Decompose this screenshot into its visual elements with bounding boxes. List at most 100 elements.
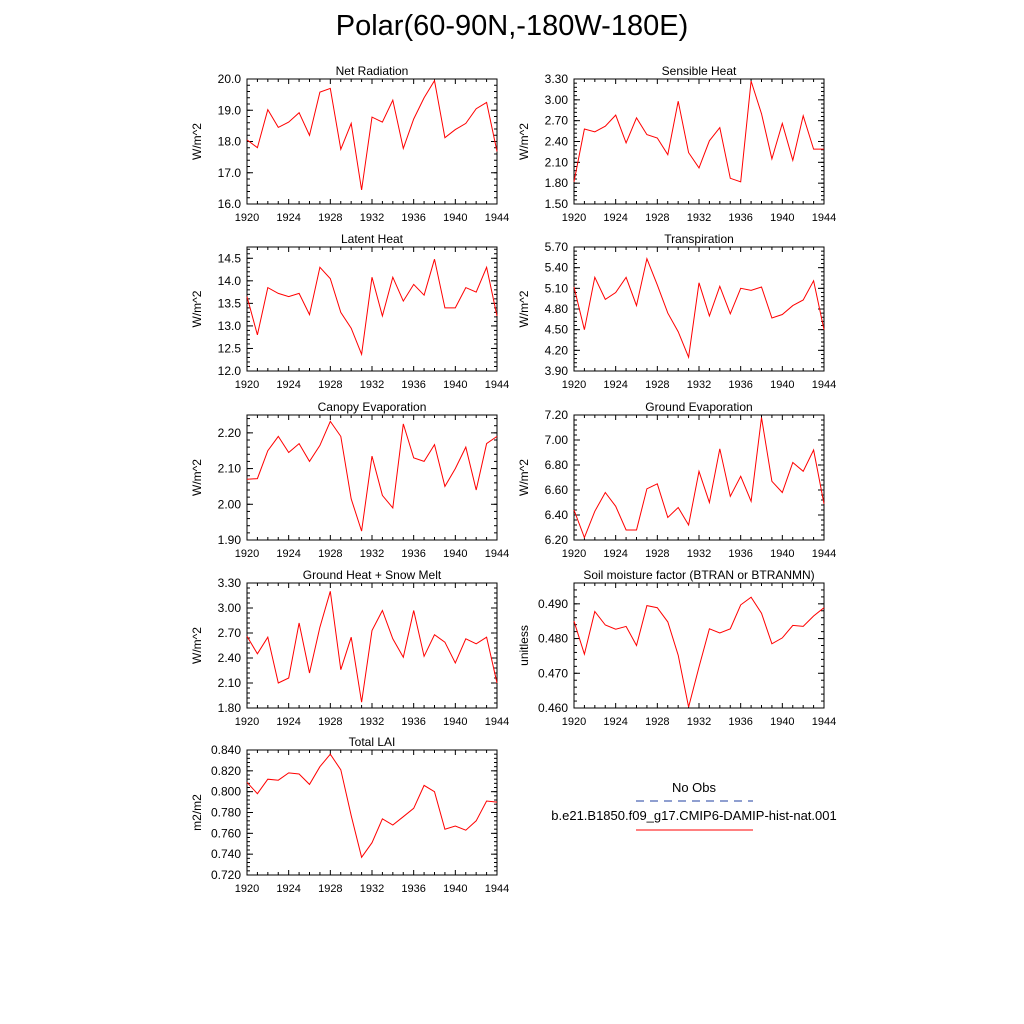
x-tick-label: 1924 xyxy=(276,548,300,560)
y-tick-label: 3.90 xyxy=(545,364,569,378)
legend: No Obs b.e21.B1850.f09_g17.CMIP6-DAMIP-h… xyxy=(551,780,837,831)
series-line xyxy=(573,257,825,360)
plot-frame xyxy=(573,78,825,205)
panel-title: Total LAI xyxy=(349,735,396,749)
plot-frame xyxy=(246,246,498,372)
y-tick-label: 4.50 xyxy=(545,323,569,337)
y-tick-label: 13.5 xyxy=(218,296,242,310)
x-tick-label: 1940 xyxy=(443,716,467,728)
chart-panel: Soil moisture factor (BTRAN or BTRANMN) u… xyxy=(517,568,836,728)
x-tick-label: 1940 xyxy=(443,883,467,895)
panel-title: Ground Evaporation xyxy=(645,400,752,414)
x-tick-label: 1920 xyxy=(235,548,259,560)
x-tick-label: 1944 xyxy=(485,212,509,224)
x-tick-label: 1924 xyxy=(276,212,300,224)
x-tick-label: 1944 xyxy=(485,548,509,560)
y-axis-label: W/m^2 xyxy=(190,627,204,664)
y-tick-label: 14.5 xyxy=(218,251,242,265)
y-tick-label: 6.60 xyxy=(545,483,569,497)
y-tick-label: 0.740 xyxy=(211,847,241,861)
legend-label-no-obs: No Obs xyxy=(672,780,717,795)
x-tick-label: 1932 xyxy=(687,548,711,560)
x-tick-label: 1920 xyxy=(562,379,586,391)
y-tick-label: 0.760 xyxy=(211,826,241,840)
x-tick-label: 1928 xyxy=(645,212,669,224)
panel-title: Net Radiation xyxy=(336,64,409,78)
y-tick-label: 0.720 xyxy=(211,868,241,882)
y-tick-label: 2.40 xyxy=(545,135,569,149)
x-tick-label: 1920 xyxy=(235,212,259,224)
x-tick-label: 1932 xyxy=(360,883,384,895)
y-tick-label: 6.40 xyxy=(545,508,569,522)
y-tick-label: 3.30 xyxy=(218,576,242,590)
panel-title: Canopy Evaporation xyxy=(318,400,427,414)
chart-panels: Net Radiation W/m^2 1920 1924 1928 1932 1936 19… xyxy=(190,64,836,895)
x-tick-label: 1928 xyxy=(318,716,342,728)
x-tick-label: 1932 xyxy=(360,548,384,560)
y-tick-label: 1.80 xyxy=(218,701,242,715)
chart-panel: Total LAI m2/m2 1920 1924 1928 1932 1936 1940 19… xyxy=(190,735,509,895)
x-tick-label: 1920 xyxy=(235,883,259,895)
y-tick-label: 5.40 xyxy=(545,261,569,275)
x-tick-label: 1936 xyxy=(401,379,425,391)
x-tick-label: 1920 xyxy=(235,716,259,728)
x-tick-label: 1928 xyxy=(318,212,342,224)
x-tick-label: 1944 xyxy=(485,379,509,391)
y-tick-label: 0.460 xyxy=(538,701,568,715)
plot-frame xyxy=(573,246,825,372)
y-tick-label: 20.0 xyxy=(218,72,242,86)
x-tick-label: 1936 xyxy=(728,212,752,224)
x-tick-label: 1924 xyxy=(276,379,300,391)
y-tick-label: 3.00 xyxy=(218,601,242,615)
x-tick-label: 1920 xyxy=(235,379,259,391)
y-tick-label: 7.20 xyxy=(545,408,569,422)
y-tick-label: 2.70 xyxy=(545,114,569,128)
y-tick-label: 2.20 xyxy=(218,426,242,440)
y-tick-label: 4.80 xyxy=(545,302,569,316)
y-tick-label: 2.10 xyxy=(218,676,242,690)
y-axis-label: unitless xyxy=(517,625,531,666)
series-line xyxy=(573,417,825,539)
y-tick-label: 0.820 xyxy=(211,764,241,778)
x-tick-label: 1932 xyxy=(360,716,384,728)
chart-panel: Canopy Evaporation W/m^2 1920 1924 1928 1932 1… xyxy=(190,400,509,560)
plot-frame xyxy=(246,749,498,876)
chart-panel: Sensible Heat W/m^2 1920 1924 1928 1932 1936 19… xyxy=(517,64,836,224)
series-line xyxy=(573,596,825,708)
y-tick-label: 17.0 xyxy=(218,166,242,180)
plot-frame xyxy=(573,582,825,709)
x-tick-label: 1924 xyxy=(603,379,627,391)
panel-title: Soil moisture factor (BTRAN or BTRANMN) xyxy=(583,568,814,582)
y-tick-label: 16.0 xyxy=(218,197,242,211)
x-tick-label: 1944 xyxy=(485,883,509,895)
y-tick-label: 2.40 xyxy=(218,651,242,665)
y-axis-label: W/m^2 xyxy=(517,123,531,160)
y-tick-label: 0.490 xyxy=(538,597,568,611)
y-tick-label: 13.0 xyxy=(218,319,242,333)
x-tick-label: 1932 xyxy=(360,212,384,224)
y-tick-label: 2.10 xyxy=(545,155,569,169)
chart-panel: Transpiration W/m^2 1920 1924 1928 1932 1936 19… xyxy=(517,232,836,391)
x-tick-label: 1920 xyxy=(562,212,586,224)
chart-panel: Latent Heat W/m^2 1920 1924 1928 1932 1936 1940… xyxy=(190,232,509,391)
x-tick-label: 1940 xyxy=(443,548,467,560)
x-tick-label: 1924 xyxy=(603,716,627,728)
x-tick-label: 1928 xyxy=(318,379,342,391)
y-tick-label: 0.470 xyxy=(538,666,568,680)
y-tick-label: 6.20 xyxy=(545,533,569,547)
legend-label-model-run: b.e21.B1850.f09_g17.CMIP6-DAMIP-hist-nat… xyxy=(551,808,836,823)
y-tick-label: 2.00 xyxy=(218,497,242,511)
y-axis-label: W/m^2 xyxy=(517,459,531,496)
series-line xyxy=(246,259,498,357)
x-tick-label: 1932 xyxy=(687,212,711,224)
x-tick-label: 1936 xyxy=(728,716,752,728)
y-axis-label: W/m^2 xyxy=(190,290,204,327)
series-line xyxy=(246,591,498,703)
x-tick-label: 1940 xyxy=(770,716,794,728)
series-line xyxy=(573,80,824,183)
x-tick-label: 1924 xyxy=(276,716,300,728)
x-tick-label: 1940 xyxy=(770,548,794,560)
x-tick-label: 1928 xyxy=(645,379,669,391)
y-tick-label: 19.0 xyxy=(218,103,242,117)
